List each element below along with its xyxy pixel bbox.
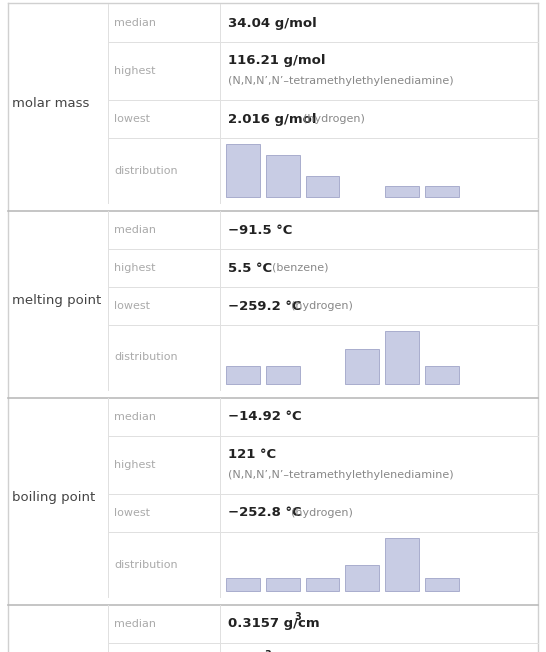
- Text: (hydrogen): (hydrogen): [284, 301, 353, 311]
- Text: (benzene): (benzene): [265, 263, 329, 273]
- Text: distribution: distribution: [114, 353, 177, 363]
- Bar: [425, 366, 459, 384]
- Bar: [226, 144, 260, 197]
- Text: median: median: [114, 18, 156, 28]
- Bar: [345, 565, 379, 591]
- Text: 3: 3: [264, 650, 271, 652]
- Text: (N,N,N’,N’–tetramethylethylenediamine): (N,N,N’,N’–tetramethylethylenediamine): [228, 76, 454, 87]
- Text: distribution: distribution: [114, 166, 177, 175]
- Text: boiling point: boiling point: [12, 491, 95, 504]
- Text: highest: highest: [114, 460, 156, 470]
- Text: 0.3157 g/cm: 0.3157 g/cm: [228, 617, 319, 630]
- Text: (N,N,N’,N’–tetramethylethylenediamine): (N,N,N’,N’–tetramethylethylenediamine): [228, 471, 454, 481]
- Text: −91.5 °C: −91.5 °C: [228, 224, 292, 237]
- Text: distribution: distribution: [114, 559, 177, 569]
- Bar: [425, 186, 459, 197]
- Text: median: median: [114, 412, 156, 422]
- Bar: [385, 538, 419, 591]
- Text: (hydrogen): (hydrogen): [296, 114, 365, 124]
- Text: 34.04 g/mol: 34.04 g/mol: [228, 16, 317, 29]
- Bar: [226, 578, 260, 591]
- Bar: [266, 366, 300, 384]
- Bar: [306, 578, 339, 591]
- Text: highest: highest: [114, 263, 156, 273]
- Text: 116.21 g/mol: 116.21 g/mol: [228, 54, 325, 67]
- Text: 121 °C: 121 °C: [228, 448, 276, 461]
- Text: median: median: [114, 225, 156, 235]
- Bar: [226, 366, 260, 384]
- Text: 3: 3: [294, 612, 301, 622]
- Text: lowest: lowest: [114, 114, 150, 124]
- Text: 2.016 g/mol: 2.016 g/mol: [228, 113, 317, 125]
- Bar: [266, 155, 300, 197]
- Text: molar mass: molar mass: [12, 97, 90, 110]
- Text: median: median: [114, 619, 156, 629]
- Bar: [425, 578, 459, 591]
- Bar: [385, 331, 419, 384]
- Text: (hydrogen): (hydrogen): [284, 508, 353, 518]
- Text: 5.5 °C: 5.5 °C: [228, 261, 272, 274]
- Bar: [266, 578, 300, 591]
- Text: melting point: melting point: [12, 294, 101, 307]
- Bar: [385, 186, 419, 197]
- Text: lowest: lowest: [114, 301, 150, 311]
- Text: lowest: lowest: [114, 508, 150, 518]
- Text: −14.92 °C: −14.92 °C: [228, 411, 301, 424]
- Text: −252.8 °C: −252.8 °C: [228, 507, 301, 520]
- Bar: [306, 176, 339, 197]
- Text: highest: highest: [114, 66, 156, 76]
- Bar: [345, 349, 379, 384]
- Text: −259.2 °C: −259.2 °C: [228, 299, 301, 312]
